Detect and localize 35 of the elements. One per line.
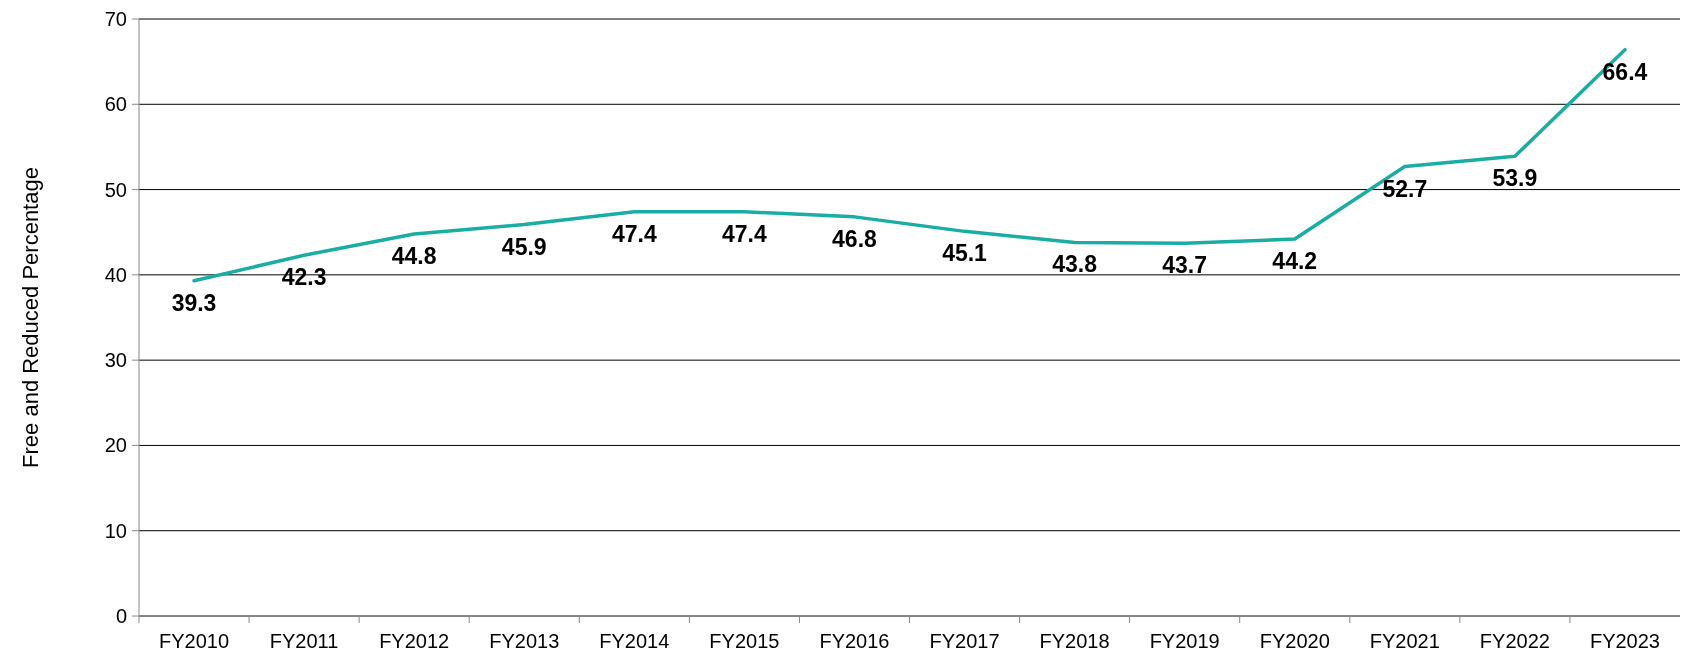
x-tick-label: FY2023 — [1589, 630, 1660, 652]
data-label: 66.4 — [1602, 58, 1648, 85]
x-tick-label: FY2017 — [929, 630, 1000, 652]
data-label: 43.7 — [1162, 252, 1208, 279]
y-tick-label: 60 — [104, 93, 127, 116]
x-tick-label: FY2011 — [269, 630, 339, 652]
y-tick-label: 40 — [104, 263, 127, 286]
data-label: 44.2 — [1272, 248, 1318, 275]
y-tick-label: 10 — [104, 519, 127, 542]
x-tick-label: FY2019 — [1149, 630, 1220, 652]
y-tick-label: 30 — [104, 349, 127, 372]
y-tick-label: 20 — [104, 434, 127, 457]
data-label: 45.9 — [501, 233, 547, 260]
data-label: 43.8 — [1052, 251, 1098, 278]
x-tick-label: FY2016 — [819, 630, 890, 652]
x-tick-label: FY2010 — [159, 630, 230, 652]
x-tick-label: FY2020 — [1259, 630, 1330, 652]
data-label: 45.1 — [942, 240, 988, 267]
y-tick-label: 70 — [104, 8, 127, 30]
y-tick-label: 0 — [115, 605, 127, 627]
data-label: 39.3 — [171, 289, 217, 316]
x-tick-label: FY2013 — [489, 630, 560, 652]
y-axis-title: Free and Reduced Percentage — [17, 167, 43, 468]
data-label: 47.4 — [611, 220, 657, 247]
data-label: 47.4 — [722, 220, 767, 247]
x-tick-label: FY2018 — [1039, 630, 1110, 652]
x-tick-label: FY2012 — [379, 630, 450, 652]
x-tick-label: FY2015 — [709, 630, 780, 652]
x-tick-label: FY2021 — [1369, 630, 1440, 652]
data-label: 46.8 — [832, 225, 878, 252]
data-label: 44.8 — [391, 242, 437, 269]
x-tick-label: FY2022 — [1479, 630, 1550, 652]
data-label: 53.9 — [1492, 165, 1538, 192]
y-tick-label: 50 — [104, 178, 127, 201]
x-tick-label: FY2014 — [599, 630, 670, 652]
